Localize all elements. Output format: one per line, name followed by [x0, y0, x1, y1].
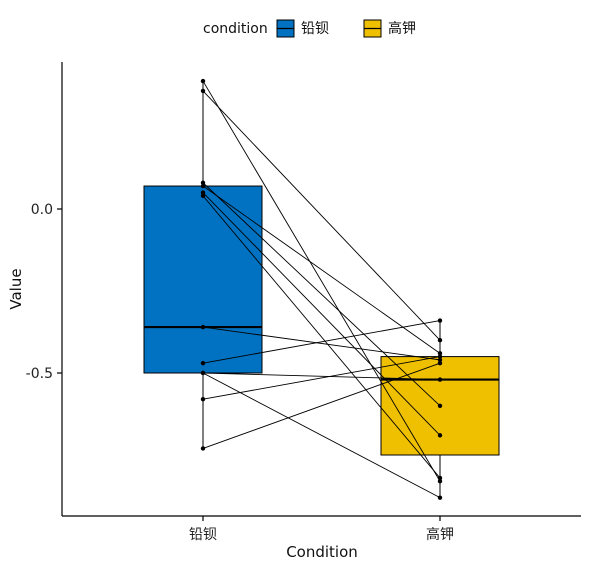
data-point [200, 180, 206, 185]
data-point [200, 193, 206, 199]
data-point [437, 475, 443, 481]
data-point [437, 318, 443, 323]
pair-line [202, 326, 441, 361]
pair-line [202, 372, 441, 381]
data-point [200, 360, 206, 366]
data-point [437, 357, 443, 363]
data-point [200, 397, 206, 402]
y-tick-label: -0.5 [26, 366, 53, 382]
pair-line [202, 90, 441, 341]
data-point [437, 377, 443, 382]
pair-line [202, 372, 441, 499]
pair-line [202, 356, 441, 400]
data-point [200, 190, 206, 195]
legend-title: condition [203, 21, 268, 37]
data-point [437, 403, 443, 408]
pair-line [202, 320, 441, 364]
y-axis-title: Value [7, 268, 25, 309]
pair-line [202, 80, 441, 482]
x-axis-title: Condition [286, 543, 358, 561]
pair-line [202, 192, 441, 436]
data-point [437, 351, 443, 356]
legend: condition 铅钡 高钾 [203, 19, 416, 38]
pair-line [202, 195, 441, 479]
data-point [437, 495, 443, 500]
y-tick-label: 0.0 [31, 202, 53, 218]
data-point [200, 88, 206, 94]
data-point [200, 446, 206, 451]
data-point [437, 433, 443, 438]
data-point [200, 78, 206, 84]
data-point [437, 354, 443, 359]
data-point [437, 360, 443, 366]
legend-entry-1: 铅钡 [276, 19, 329, 38]
data-point [437, 479, 443, 484]
legend-label: 铅钡 [301, 21, 329, 37]
pair-line [202, 185, 441, 354]
data-point [200, 370, 206, 376]
boxes-layer [143, 81, 500, 498]
data-point [200, 324, 206, 330]
legend-entry-2: 高钾 [363, 19, 416, 38]
box-body [143, 185, 263, 374]
x-tick-label: 高钾 [426, 526, 454, 543]
box-1 [143, 81, 263, 449]
data-point [200, 183, 206, 189]
box-2 [380, 320, 500, 498]
legend-label: 高钾 [388, 20, 416, 37]
pair-line [202, 362, 441, 449]
paired-lines-layer [202, 80, 441, 499]
data-point [437, 338, 443, 343]
pair-line [202, 182, 441, 407]
x-tick-label: 铅钡 [189, 527, 217, 543]
points-layer [200, 78, 443, 500]
